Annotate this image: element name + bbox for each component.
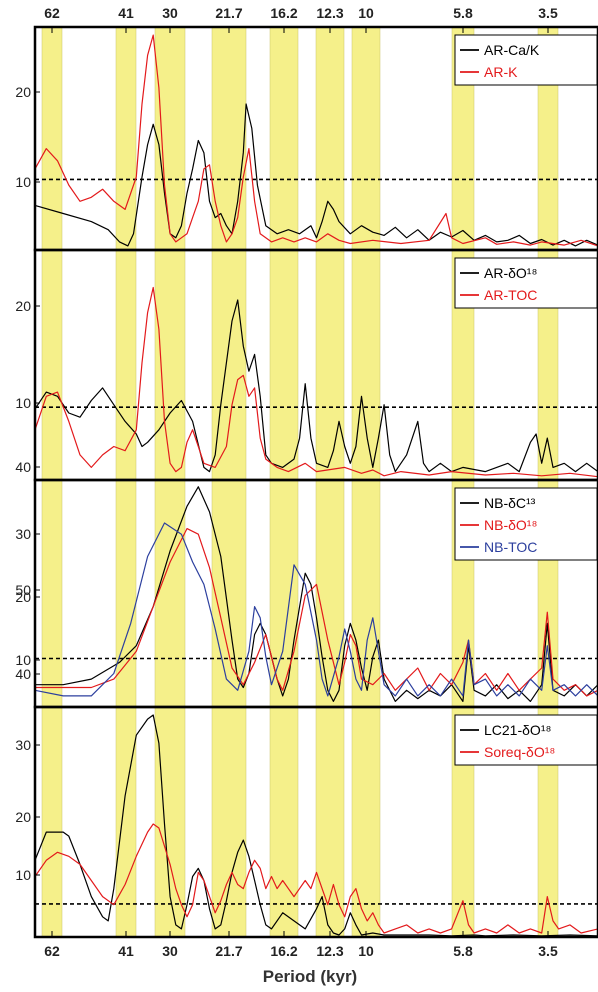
top-tick-label: 10 <box>358 5 374 21</box>
series-line-NB-δO¹⁸ <box>35 528 598 697</box>
top-tick-label: 12.3 <box>316 5 343 21</box>
legend-label: NB-δO¹⁸ <box>484 517 537 533</box>
bottom-tick-label: 41 <box>118 943 134 959</box>
x-axis-label: Period (kyr) <box>263 967 357 986</box>
legend-label: AR-TOC <box>484 287 537 303</box>
series-line-AR-TOC <box>34 286 598 478</box>
legend-label: NB-TOC <box>484 539 537 555</box>
legend: LC21-δO¹⁸ Soreq-δO¹⁸ <box>454 714 598 766</box>
panel-2: 10 20 AR-δO¹⁸ AR-TOC <box>15 248 598 482</box>
y-tick-label: 30 <box>15 737 31 753</box>
top-tick-label: 30 <box>162 5 178 21</box>
y-tick-label: 40 <box>15 666 31 682</box>
legend-label: AR-δO¹⁸ <box>484 265 537 281</box>
panel-4: 10 20 30 40 50 LC21-δO¹⁸ Soreq-δO¹⁸ <box>15 582 598 939</box>
highlight-bands <box>41 26 559 938</box>
y-tick-label: 10 <box>15 867 31 883</box>
axes: 62 41 30 21.7 16.2 12.3 10 5.8 3.5 62 41 30 21.7 16.2… <box>44 5 558 959</box>
bottom-tick-label: 30 <box>162 943 178 959</box>
legend: NB-δC¹³ NB-δO¹⁸ NB-TOC <box>454 487 598 561</box>
bottom-tick-label: 12.3 <box>316 943 343 959</box>
highlight-band-21.7 <box>211 26 247 938</box>
highlight-band-10 <box>351 26 381 938</box>
legend: AR-δO¹⁸ AR-TOC <box>454 257 598 309</box>
y-tick-label: 20 <box>15 84 31 100</box>
bottom-tick-label: 5.8 <box>453 943 473 959</box>
series-line-AR-Ca/K <box>34 103 598 247</box>
highlight-band-41 <box>115 26 137 938</box>
top-tick-label: 21.7 <box>215 5 242 21</box>
highlight-band-16.2 <box>269 26 299 938</box>
bottom-tick-label: 3.5 <box>538 943 558 959</box>
legend-box <box>454 714 598 766</box>
series-line-NB-δC¹³ <box>35 486 598 702</box>
legend-label: AR-Ca/K <box>484 42 540 58</box>
legend-label: LC21-δO¹⁸ <box>484 722 551 738</box>
legend-box <box>454 34 598 86</box>
y-tick-label: 10 <box>15 395 31 411</box>
y-tick-label: 20 <box>15 809 31 825</box>
panel-3: 10 20 30 40 NB-δC¹³ NB-δO¹⁸ NB-TOC <box>15 459 598 709</box>
series-line-AR-K <box>34 34 598 247</box>
legend-box <box>454 257 598 309</box>
bottom-tick-label: 62 <box>44 943 60 959</box>
y-tick-label: 10 <box>15 174 31 190</box>
bottom-tick-label: 21.7 <box>215 943 242 959</box>
panel-1: 10 20 AR-Ca/K AR-K <box>15 25 598 252</box>
series-line-NB-TOC <box>34 522 598 697</box>
y-tick-label: 20 <box>15 589 31 605</box>
top-tick-label: 3.5 <box>538 5 558 21</box>
top-tick-label: 5.8 <box>453 5 473 21</box>
legend-label: NB-δC¹³ <box>484 495 536 511</box>
legend-label: AR-K <box>484 64 518 80</box>
legend-box <box>454 487 598 561</box>
chart-panels: 10 20 AR-Ca/K AR-K 10 20 AR-δO¹⁸ AR-TOC 10 20 30 40… <box>15 25 598 939</box>
panel-frame <box>33 705 598 939</box>
y-tick-label: 10 <box>15 652 31 668</box>
top-tick-label: 41 <box>118 5 134 21</box>
series-line-AR-δO¹⁸ <box>34 299 598 473</box>
series-line-Soreq-δO¹⁸ <box>34 823 598 934</box>
highlight-band-5.8 <box>451 26 475 938</box>
y-tick-label: 20 <box>15 298 31 314</box>
legend: AR-Ca/K AR-K <box>454 34 598 86</box>
bottom-tick-label: 10 <box>358 943 374 959</box>
legend-label: Soreq-δO¹⁸ <box>484 744 555 760</box>
highlight-band-3.5 <box>537 26 559 938</box>
y-tick-label: 50 <box>15 582 31 598</box>
y-tick-label: 30 <box>15 526 31 542</box>
bottom-tick-label: 16.2 <box>270 943 297 959</box>
y-tick-label: 40 <box>15 459 31 475</box>
top-tick-label: 16.2 <box>270 5 297 21</box>
highlight-band-30 <box>154 26 186 938</box>
series-line-LC21-δO¹⁸ <box>34 714 598 937</box>
top-tick-label: 62 <box>44 5 60 21</box>
highlight-band-12.3 <box>315 26 345 938</box>
